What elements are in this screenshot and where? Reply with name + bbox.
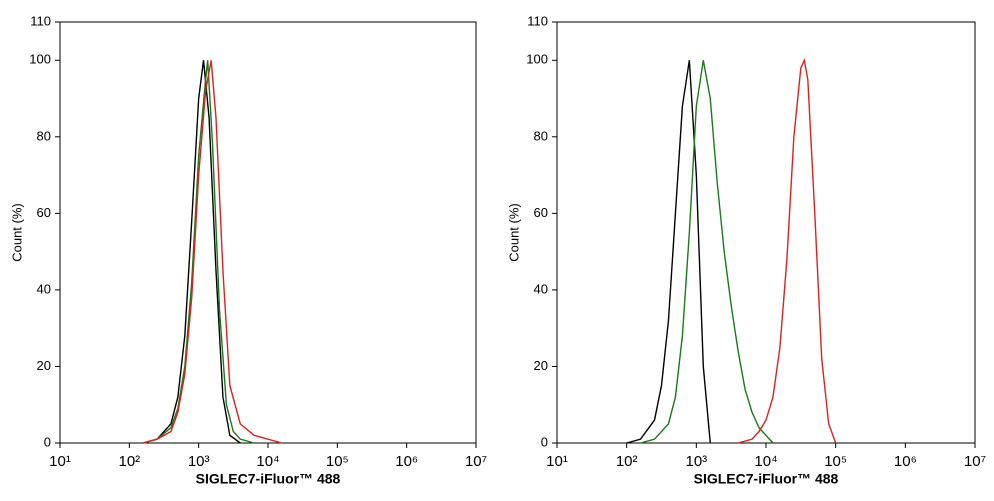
y-tick-label: 40 [534, 281, 548, 296]
x-tick-label: 10⁷ [465, 453, 487, 470]
y-tick-label: 80 [37, 128, 51, 143]
plot-frame [59, 21, 477, 444]
y-tick-label: 20 [37, 358, 51, 373]
y-tick-label: 0 [541, 434, 548, 449]
y-tick-label: 20 [534, 358, 548, 373]
y-axis-label: Count (%) [506, 203, 521, 262]
x-tick-label: 10⁷ [964, 453, 986, 470]
x-tick-label: 10² [118, 453, 140, 470]
x-tick-label: 10¹ [49, 453, 71, 470]
x-axis-label: SIGLEC7-iFluor™ 488 [196, 471, 341, 487]
x-tick-label: 10³ [188, 453, 210, 470]
x-tick-label: 10¹ [546, 453, 568, 470]
histogram-line [142, 60, 283, 444]
y-axis-label: Count (%) [9, 203, 24, 262]
y-tick-label: 110 [30, 13, 51, 28]
x-tick-label: 10⁴ [256, 453, 279, 470]
plot-frame [556, 21, 976, 444]
y-tick-label: 100 [526, 52, 548, 67]
y-tick-label: 60 [534, 205, 548, 220]
y-tick-label: 80 [534, 128, 548, 143]
x-tick-label: 10⁶ [894, 453, 917, 470]
x-axis-label: SIGLEC7-iFluor™ 488 [694, 471, 839, 487]
y-tick-label: 60 [37, 205, 51, 220]
histogram-line [142, 60, 241, 444]
x-tick-label: 10³ [685, 453, 707, 470]
histogram-line [626, 60, 711, 444]
y-tick-label: 0 [44, 434, 51, 449]
histogram-line [737, 57, 837, 444]
histogram-line [142, 60, 255, 444]
x-tick-label: 10⁵ [326, 453, 349, 470]
histogram-line [640, 60, 774, 444]
x-tick-label: 10⁴ [754, 453, 777, 470]
y-tick-label: 110 [527, 13, 548, 28]
y-tick-label: 100 [29, 52, 51, 67]
x-tick-label: 10⁶ [395, 453, 418, 470]
y-tick-label: 40 [37, 281, 51, 296]
x-tick-label: 10² [616, 453, 638, 470]
x-tick-label: 10⁵ [824, 453, 847, 470]
